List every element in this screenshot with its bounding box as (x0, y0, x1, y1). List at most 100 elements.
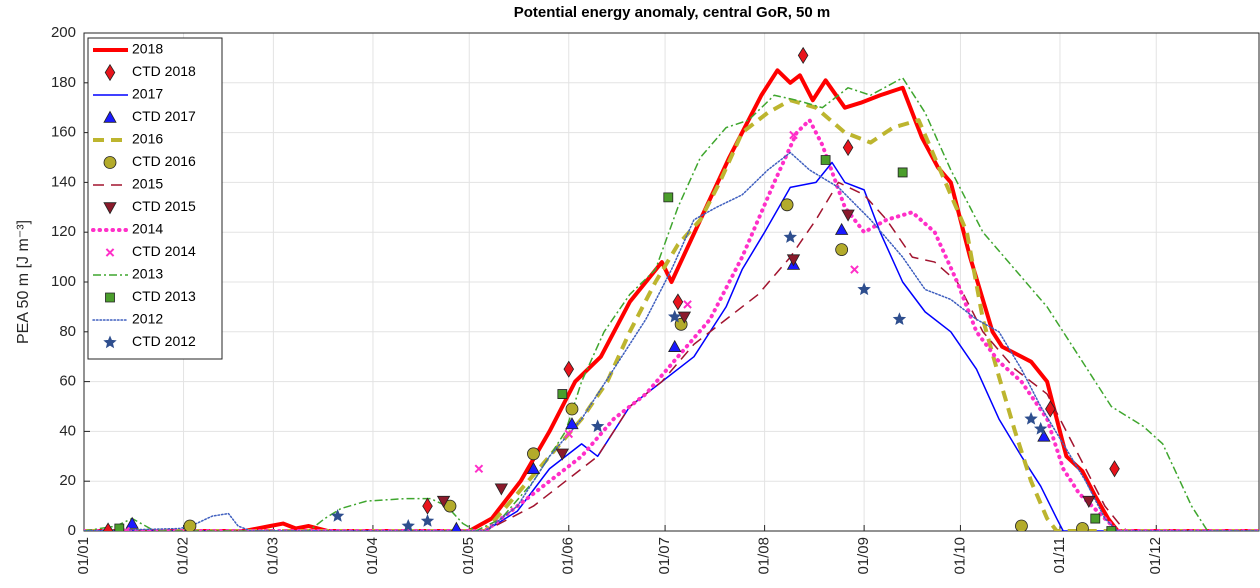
line (84, 151, 1260, 531)
marker (780, 198, 794, 212)
marker (834, 222, 849, 235)
marker (841, 209, 855, 222)
marker (563, 360, 575, 378)
legend-label: CTD 2017 (132, 108, 196, 124)
x-tick-label: 01/12 (1147, 537, 1164, 575)
marker (1037, 429, 1051, 442)
marker (436, 495, 451, 508)
legend-swatch (103, 335, 117, 349)
y-tick-label: 120 (51, 223, 76, 240)
y-tick-label: 160 (51, 124, 76, 141)
marker (1045, 400, 1056, 418)
marker (1033, 421, 1048, 435)
marker (797, 46, 809, 64)
marker (683, 300, 692, 309)
x-tick-label: 01/07 (656, 537, 673, 575)
x-tick-label: 01/04 (364, 537, 381, 575)
marker (789, 130, 798, 140)
marker (672, 293, 684, 311)
marker (1082, 495, 1096, 508)
marker (527, 447, 540, 461)
y-tick-label: 40 (59, 422, 76, 439)
marker (564, 429, 574, 439)
marker (422, 497, 433, 515)
marker (557, 389, 568, 399)
marker (565, 417, 579, 430)
legend-swatch (103, 156, 117, 169)
marker (892, 312, 907, 326)
marker (820, 155, 831, 165)
marker (102, 522, 114, 531)
line (84, 181, 1259, 531)
marker (125, 516, 139, 529)
marker (183, 519, 197, 531)
legend-label: 2012 (132, 311, 163, 327)
y-tick-label: 20 (59, 472, 76, 489)
legend-swatch (103, 202, 117, 215)
marker (850, 265, 859, 274)
x-tick-label: 01/05 (460, 537, 477, 575)
marker (565, 402, 579, 416)
x-tick-label: 01/01 (75, 537, 92, 575)
marker (330, 509, 345, 522)
marker (590, 419, 605, 433)
legend-swatch (104, 63, 116, 82)
marker (668, 309, 682, 323)
y-tick-label: 80 (59, 323, 76, 340)
legend-swatch (103, 110, 117, 123)
legend-label: 2015 (132, 176, 163, 192)
marker (1076, 522, 1089, 531)
marker (1109, 460, 1120, 478)
legend-label: 2017 (132, 86, 163, 102)
x-tick-label: 01/02 (174, 537, 191, 575)
legend-swatch (105, 292, 115, 303)
x-tick-label: 01/03 (264, 537, 281, 575)
x-tick-label: 01/10 (951, 537, 968, 575)
legend-label: 2014 (132, 221, 163, 237)
marker (663, 192, 674, 203)
legend-label: CTD 2014 (132, 243, 196, 259)
marker (835, 243, 849, 257)
marker (1106, 526, 1117, 531)
marker (668, 339, 682, 352)
legend-label: CTD 2018 (132, 63, 196, 79)
y-tick-label: 200 (51, 24, 76, 41)
legend-label: CTD 2016 (132, 153, 196, 169)
marker (677, 311, 692, 324)
legend-box (87, 37, 223, 360)
marker (420, 513, 435, 527)
y-tick-label: 60 (59, 373, 76, 390)
marker (114, 523, 125, 531)
y-tick-label: 180 (51, 74, 76, 91)
legend-swatch (105, 248, 115, 257)
x-tick-label: 01/08 (756, 537, 773, 575)
legend-label: 2013 (132, 266, 163, 282)
y-tick-label: 140 (51, 173, 76, 190)
line (84, 161, 1259, 531)
marker (786, 254, 801, 267)
legend-label: CTD 2015 (132, 198, 196, 214)
y-tick-label: 0 (68, 522, 76, 539)
marker (451, 521, 462, 531)
marker (783, 230, 797, 243)
x-tick-label: 01/09 (855, 537, 872, 575)
marker (526, 461, 541, 474)
marker (1015, 519, 1028, 531)
legend-label: 2018 (132, 41, 163, 57)
y-axis-label: PEA 50 m [J m⁻³] (15, 220, 32, 344)
line (84, 98, 1259, 531)
marker (1024, 411, 1038, 425)
marker (1090, 513, 1101, 524)
marker (842, 138, 854, 157)
marker (401, 518, 415, 531)
marker (474, 464, 484, 474)
x-tick-label: 01/06 (560, 537, 577, 575)
marker (555, 448, 570, 461)
axes-box (83, 32, 1260, 532)
plot-layer (84, 46, 1260, 531)
marker (494, 483, 509, 496)
legend-label: CTD 2012 (132, 333, 196, 349)
legend-label: 2016 (132, 131, 163, 147)
legend-label: CTD 2013 (132, 288, 196, 304)
